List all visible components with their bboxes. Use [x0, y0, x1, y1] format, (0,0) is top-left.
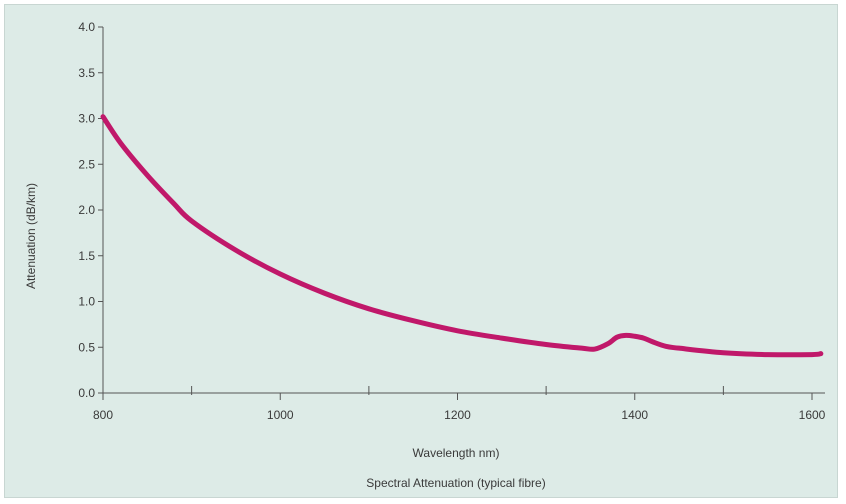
x-axis-title: Wavelength nm): [413, 446, 500, 460]
attenuation-series-line: [100, 114, 824, 358]
x-axis: 800 1000 1200 1400 1600: [93, 386, 826, 422]
x-tick-label: 1000: [267, 408, 294, 422]
x-tick-label: 1200: [444, 408, 471, 422]
attenuation-chart: 0.0 0.5 1.0 1.5 2.0 2.5 3.0 3.5 4.0 800 1000 1200 1…: [24, 20, 826, 490]
series-group: [100, 114, 824, 358]
y-tick-label: 4.0: [78, 20, 95, 34]
y-tick-label: 2.5: [78, 157, 95, 171]
y-tick-label: 0.5: [78, 340, 95, 354]
y-axis-title: Attenuation (dB/km): [24, 183, 38, 289]
y-tick-label: 1.5: [78, 249, 95, 263]
x-tick-label: 1600: [799, 408, 826, 422]
chart-title: Spectral Attenuation (typical fibre): [366, 476, 545, 490]
y-tick-label: 3.5: [78, 66, 95, 80]
y-tick-label: 2.0: [78, 203, 95, 217]
chart-frame: 0.0 0.5 1.0 1.5 2.0 2.5 3.0 3.5 4.0 800 1000 1200 1…: [4, 4, 838, 498]
y-tick-label: 1.0: [78, 295, 95, 309]
y-tick-label: 0.0: [78, 386, 95, 400]
x-tick-label: 1400: [621, 408, 648, 422]
y-tick-label: 3.0: [78, 112, 95, 126]
y-axis: 0.0 0.5 1.0 1.5 2.0 2.5 3.0 3.5 4.0: [78, 20, 104, 400]
x-tick-label: 800: [93, 408, 113, 422]
